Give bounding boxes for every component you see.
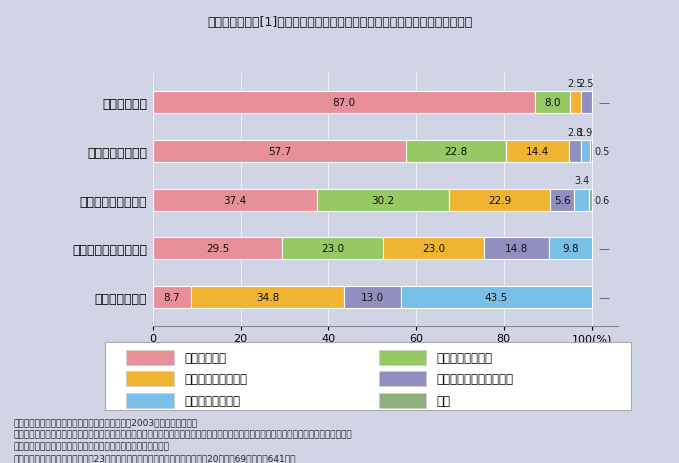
Text: 第２－１－３－[1]図　住む都市に誇りを感じている人は住み続けたいと思う: 第２－１－３－[1]図 住む都市に誇りを感じている人は住み続けたいと思う (207, 16, 472, 29)
Bar (282, 238, 383, 260)
Text: 0.5: 0.5 (594, 147, 610, 156)
Text: 13.0: 13.0 (361, 292, 384, 302)
Bar (506, 141, 569, 163)
Bar (550, 189, 574, 211)
Bar (484, 238, 549, 260)
Bar (449, 189, 550, 211)
Text: あまり住み続けたくない: あまり住み続けたくない (437, 372, 514, 385)
Bar (153, 238, 282, 260)
Bar (590, 141, 592, 163)
Bar (126, 350, 174, 365)
Text: 3.4: 3.4 (574, 176, 589, 186)
Bar (589, 189, 592, 211)
Bar (406, 141, 506, 163)
Text: 23.0: 23.0 (422, 244, 445, 254)
Bar (153, 141, 406, 163)
Text: —: — (598, 244, 609, 254)
Text: 23.0: 23.0 (321, 244, 344, 254)
Bar (344, 287, 401, 308)
Bar (569, 141, 581, 163)
Text: 0.6: 0.6 (594, 195, 610, 205)
Text: やや住み続けたい: やや住み続けたい (437, 351, 493, 364)
Text: 8.7: 8.7 (164, 292, 180, 302)
Bar (153, 189, 317, 211)
Text: 30.2: 30.2 (371, 195, 394, 205)
Text: 不明: 不明 (437, 394, 451, 407)
Bar (126, 393, 174, 408)
Text: 9.8: 9.8 (562, 244, 579, 254)
Text: （備考）１．国土交通省「都市住民意識調査」（2003年）により作成。
　　　　２．「現在お住まいの都市に今後も住みつづけたいと思いますか。」、「あなたは、現在お: （備考）１．国土交通省「都市住民意識調査」（2003年）により作成。 ２．「現在… (14, 418, 352, 462)
Text: 22.8: 22.8 (444, 147, 468, 156)
Bar (383, 238, 484, 260)
Text: 5.6: 5.6 (554, 195, 570, 205)
Bar (191, 287, 344, 308)
Bar (574, 189, 589, 211)
Text: 2.8: 2.8 (568, 127, 583, 138)
Bar (317, 189, 449, 211)
Bar (570, 92, 581, 114)
Bar (549, 238, 592, 260)
Text: 34.8: 34.8 (256, 292, 279, 302)
Text: 住み続けたくない: 住み続けたくない (184, 394, 240, 407)
Text: 8.0: 8.0 (544, 98, 560, 108)
Bar (581, 141, 590, 163)
Bar (379, 350, 426, 365)
Text: —: — (598, 292, 609, 302)
Bar (153, 287, 191, 308)
Bar (153, 92, 534, 114)
Text: どちらともいえない: どちらともいえない (184, 372, 247, 385)
Text: 14.8: 14.8 (505, 244, 528, 254)
Bar (126, 371, 174, 386)
Bar (379, 371, 426, 386)
Text: 2.5: 2.5 (579, 79, 594, 89)
Bar (534, 92, 570, 114)
Text: 22.9: 22.9 (488, 195, 511, 205)
Text: 57.7: 57.7 (268, 147, 291, 156)
Bar (379, 393, 426, 408)
Text: 1.9: 1.9 (578, 127, 593, 138)
Text: 14.4: 14.4 (526, 147, 549, 156)
Text: 住み続けたい: 住み続けたい (184, 351, 226, 364)
Text: 43.5: 43.5 (485, 292, 508, 302)
Text: 2.5: 2.5 (568, 79, 583, 89)
Bar (401, 287, 591, 308)
Text: 37.4: 37.4 (223, 195, 246, 205)
Text: 29.5: 29.5 (206, 244, 229, 254)
Text: —: — (598, 98, 609, 108)
Bar (581, 92, 591, 114)
Text: 87.0: 87.0 (332, 98, 355, 108)
